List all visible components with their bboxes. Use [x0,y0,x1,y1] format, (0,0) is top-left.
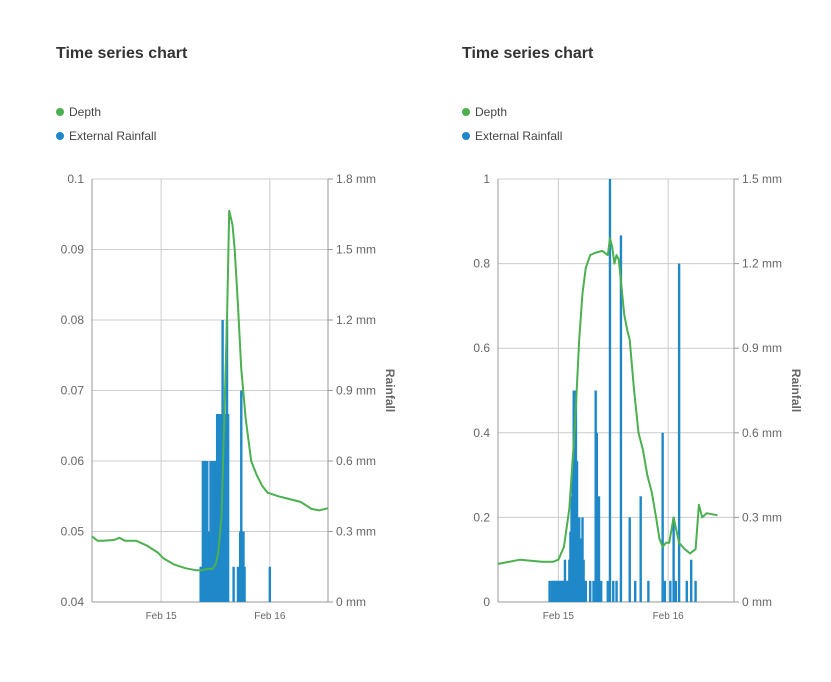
rainfall-bar [663,580,667,602]
y-left-tick-label: 1 [483,172,490,186]
rainfall-bar [677,263,681,602]
rainfall-bar [201,461,205,602]
rainfall-bar [243,566,246,602]
y-right-tick-label: 0.9 mm [336,384,376,398]
chart-plot: 0.1 0.09 0.08 0.07 0.06 0.05 0.04 1.8 mm 1.5 mm 1… [61,172,397,622]
y-right-tick-label: 1.8 mm [336,172,376,186]
y-left-tick-label: 0.07 [61,384,85,398]
chart-panel-2: Time series chart Depth External Rainfal… [406,0,821,682]
y-right-tick-label: 0.3 mm [336,525,376,539]
depth-series-line [91,209,329,572]
rainfall-bar [240,390,243,602]
y-left-tick-label: 0 [483,595,490,609]
rainfall-bar [669,580,672,602]
rainfall-bar [647,580,650,602]
legend-dot-rainfall-icon [56,132,64,140]
legend-label: Depth [475,105,508,119]
rainfall-bar [575,461,579,602]
rainfall-bar [589,580,592,602]
x-tick-label: Feb 15 [543,611,575,622]
rainfall-bar [608,179,612,602]
rainfall-bar [672,517,675,602]
y-left-tick-label: 0.8 [473,257,490,271]
rainfall-bar [236,566,240,602]
x-tick-label: Feb 15 [146,611,178,622]
legend-dot-depth-icon [462,108,470,116]
y-right-axis-title: Rainfall [383,369,397,412]
y-left-tick-label: 0.6 [473,341,490,355]
y-left-tick-label: 0.09 [61,243,85,257]
y-left-tick-label: 0.06 [61,454,85,468]
legend-dot-rainfall-icon [462,132,470,140]
rainfall-bar [595,432,598,602]
rainfall-bar [639,496,642,602]
rainfall-bar [615,580,618,602]
depth-series-line [497,237,718,565]
rainfall-bar [268,566,272,602]
rainfall-bar [232,566,235,602]
legend-label: External Rainfall [475,129,563,143]
y-right-tick-label: 1.5 mm [742,172,782,186]
y-left-tick-label: 0.4 [473,426,490,440]
rainfall-bar [592,580,595,602]
y-left-tick-label: 0.2 [473,510,490,524]
x-tick-label: Feb 16 [653,611,685,622]
rainfall-bar [597,496,601,602]
y-right-tick-label: 0.6 mm [336,454,376,468]
rainfall-bar [661,432,664,602]
y-right-tick-label: 0.6 mm [742,426,782,440]
rainfall-bar [694,580,697,602]
y-left-tick-label: 0.04 [61,595,85,609]
legend-item-rainfall[interactable]: External Rainfall [462,129,562,143]
y-right-axis-title: Rainfall [789,369,803,412]
legend-item-depth[interactable]: Depth [462,105,507,119]
y-left-tick-label: 0.08 [61,313,85,327]
chart-title: Time series chart [56,45,188,62]
chart-panel-1: Time series chart Depth External Rainfal… [0,0,415,682]
rainfall-bar [685,580,688,602]
y-right-tick-label: 0.3 mm [742,510,782,524]
rainfall-bar [634,580,637,602]
rainfall-bar [606,580,609,602]
rainfall-bar [548,580,551,602]
y-right-tick-label: 0 mm [336,595,366,609]
rainfall-bar [209,461,212,602]
y-right-tick-label: 1.2 mm [742,257,782,271]
legend-item-depth[interactable]: Depth [56,105,101,119]
rainfall-bar [226,414,230,602]
rainfall-bar [674,580,678,602]
rainfall-bar [599,580,603,602]
y-right-tick-label: 1.2 mm [336,313,376,327]
rainfall-bar [584,580,588,602]
rainfall-bar [628,517,631,602]
chart-plot: 1 0.8 0.6 0.4 0.2 0 1.5 mm 1.2 mm 0.9 mm 0.6 mm 0.… [473,172,803,622]
legend-label: External Rainfall [69,129,157,143]
rainfall-bar [203,461,207,602]
rainfall-bar [619,235,623,602]
y-left-tick-label: 0.05 [61,525,85,539]
y-right-tick-label: 0 mm [742,595,772,609]
y-right-tick-label: 1.5 mm [336,243,376,257]
legend-dot-depth-icon [56,108,64,116]
y-left-tick-label: 0.1 [67,172,84,186]
legend-label: Depth [69,105,102,119]
x-tick-label: Feb 16 [254,611,286,622]
rainfall-bar [612,580,615,602]
y-right-tick-label: 0.9 mm [742,341,782,355]
legend-item-rainfall[interactable]: External Rainfall [56,129,156,143]
chart-title: Time series chart [462,45,594,62]
rainfall-bar [689,559,693,602]
